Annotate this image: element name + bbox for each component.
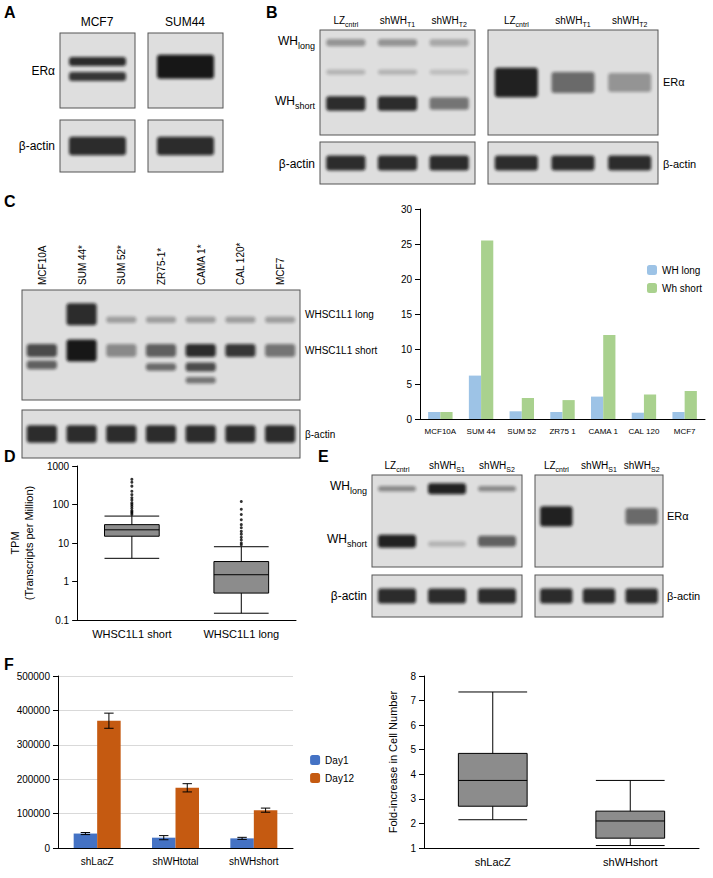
- svg-text:CAMA 1: CAMA 1: [589, 427, 619, 436]
- svg-text:ZR75 1: ZR75 1: [549, 427, 576, 436]
- svg-text:15: 15: [401, 309, 413, 320]
- svg-text:3: 3: [410, 793, 416, 804]
- svg-text:(Transcripts per Million): (Transcripts per Million): [23, 486, 35, 601]
- svg-text:8: 8: [410, 671, 416, 682]
- svg-text:7: 7: [410, 695, 416, 706]
- svg-text:TPM: TPM: [9, 531, 21, 554]
- svg-text:shLacZ: shLacZ: [81, 856, 114, 867]
- svg-text:shWHshort: shWHshort: [229, 856, 279, 867]
- svg-text:β-actin: β-actin: [331, 589, 367, 603]
- svg-text:Day1: Day1: [325, 755, 349, 766]
- svg-text:WHSC1L1 short: WHSC1L1 short: [305, 345, 377, 356]
- svg-text:4: 4: [410, 769, 416, 780]
- svg-text:ERα: ERα: [31, 64, 55, 78]
- svg-text:SUM 44: SUM 44: [467, 427, 496, 436]
- svg-text:500000: 500000: [17, 671, 51, 682]
- svg-text:CAL 120: CAL 120: [629, 427, 660, 436]
- svg-text:MCF10A: MCF10A: [37, 245, 48, 285]
- svg-text:Wh short: Wh short: [662, 283, 702, 294]
- svg-text:shWHS2: shWHS2: [624, 460, 660, 473]
- svg-text:30: 30: [401, 204, 413, 215]
- svg-text:MCF7: MCF7: [275, 257, 286, 285]
- svg-text:1: 1: [64, 576, 70, 587]
- svg-text:ERα: ERα: [663, 76, 685, 88]
- svg-text:shLacZ: shLacZ: [475, 856, 511, 868]
- svg-text:400000: 400000: [17, 705, 51, 716]
- svg-text:0: 0: [44, 843, 50, 854]
- svg-text:100000: 100000: [17, 808, 51, 819]
- svg-text:LZcntrl: LZcntrl: [385, 460, 410, 473]
- svg-text:SUM 44*: SUM 44*: [77, 245, 88, 285]
- svg-text:LZcntrl: LZcntrl: [504, 15, 529, 28]
- svg-text:E: E: [318, 448, 329, 465]
- svg-text:0: 0: [406, 414, 412, 425]
- svg-text:shWHT1: shWHT1: [380, 15, 416, 28]
- svg-text:SUM44: SUM44: [165, 15, 205, 29]
- svg-text:LZcntrl: LZcntrl: [544, 460, 569, 473]
- svg-text:β-actin: β-actin: [663, 158, 696, 170]
- svg-text:β-actin: β-actin: [667, 590, 700, 602]
- svg-text:20: 20: [401, 274, 413, 285]
- svg-text:A: A: [4, 4, 16, 21]
- svg-text:B: B: [266, 4, 278, 21]
- svg-text:ERα: ERα: [667, 510, 689, 522]
- svg-text:shWHtotal: shWHtotal: [152, 856, 198, 867]
- svg-text:WHlong: WHlong: [330, 479, 367, 496]
- svg-text:WHSC1L1 long: WHSC1L1 long: [203, 628, 279, 640]
- svg-text:25: 25: [401, 239, 413, 250]
- svg-text:WHSC1L1 short: WHSC1L1 short: [92, 628, 171, 640]
- svg-text:CAL 120*: CAL 120*: [235, 242, 246, 285]
- svg-text:WHshort: WHshort: [327, 532, 368, 549]
- svg-text:CAMA 1*: CAMA 1*: [196, 244, 207, 285]
- svg-text:10: 10: [401, 344, 413, 355]
- svg-text:β-actin: β-actin: [19, 139, 55, 153]
- svg-text:shWHshort: shWHshort: [603, 856, 657, 868]
- svg-text:C: C: [4, 193, 16, 210]
- svg-text:0.1: 0.1: [55, 615, 69, 626]
- svg-text:5: 5: [410, 744, 416, 755]
- svg-text:1000: 1000: [47, 461, 70, 472]
- svg-text:WHlong: WHlong: [278, 34, 315, 51]
- svg-text:ZR75-1*: ZR75-1*: [156, 248, 167, 285]
- svg-text:MCF7: MCF7: [81, 15, 114, 29]
- svg-text:shWHS2: shWHS2: [479, 460, 515, 473]
- svg-text:WH long: WH long: [662, 265, 700, 276]
- svg-text:Day12: Day12: [325, 773, 354, 784]
- svg-text:β-actin: β-actin: [305, 429, 335, 440]
- svg-text:2: 2: [410, 818, 416, 829]
- svg-text:LZcntrl: LZcntrl: [333, 15, 358, 28]
- svg-text:F: F: [4, 656, 14, 673]
- svg-text:WHshort: WHshort: [275, 94, 316, 111]
- svg-text:100: 100: [52, 499, 69, 510]
- svg-text:SUM 52: SUM 52: [507, 427, 536, 436]
- svg-text:shWHT2: shWHT2: [612, 15, 648, 28]
- svg-text:D: D: [4, 448, 16, 465]
- svg-text:MCF10A: MCF10A: [425, 427, 457, 436]
- svg-text:6: 6: [410, 720, 416, 731]
- svg-text:5: 5: [406, 379, 412, 390]
- svg-text:SUM 52*: SUM 52*: [116, 245, 127, 285]
- svg-text:shWHS1: shWHS1: [581, 460, 617, 473]
- svg-text:10: 10: [58, 538, 70, 549]
- svg-text:β-actin: β-actin: [279, 157, 315, 171]
- svg-text:Fold-increase in Cell Number: Fold-increase in Cell Number: [387, 690, 399, 833]
- svg-text:shWHT2: shWHT2: [431, 15, 467, 28]
- svg-text:300000: 300000: [17, 739, 51, 750]
- svg-text:shWHS1: shWHS1: [429, 460, 465, 473]
- svg-text:200000: 200000: [17, 774, 51, 785]
- svg-text:shWHT1: shWHT1: [555, 15, 591, 28]
- svg-text:1: 1: [410, 843, 416, 854]
- svg-text:MCF7: MCF7: [674, 427, 696, 436]
- svg-text:WHSC1L1 long: WHSC1L1 long: [305, 309, 374, 320]
